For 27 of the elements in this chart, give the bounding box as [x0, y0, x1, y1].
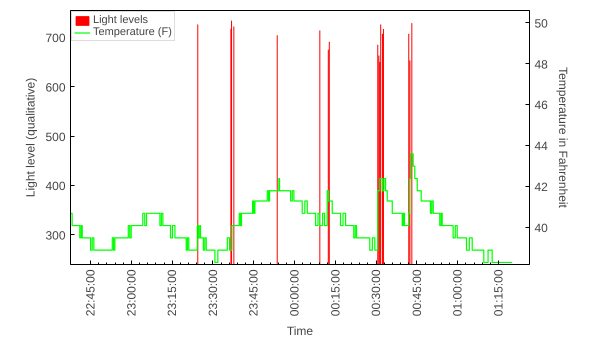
- y2-tick-label: 44: [534, 139, 548, 154]
- x-tick-label: 00:00:00: [288, 269, 302, 316]
- x-tick-label: 01:00:00: [450, 269, 465, 316]
- y2-tick-label: 48: [534, 57, 548, 72]
- y-tick-label: 600: [45, 80, 66, 94]
- x-tick-label: 01:15:00: [492, 269, 506, 316]
- x-tick-label: 23:30:00: [206, 269, 220, 316]
- x-tick-label: 23:15:00: [165, 269, 180, 316]
- x-axis-title: Time: [286, 324, 314, 338]
- y-tick-label: 700: [45, 31, 66, 46]
- legend-label: Temperature (F): [93, 26, 172, 38]
- y-tick-label: 400: [45, 179, 66, 194]
- y2-tick-label: 50: [534, 16, 548, 30]
- y-tick-label: 300: [45, 228, 66, 242]
- y-tick-label: 500: [45, 130, 66, 144]
- x-tick-label: 00:30:00: [369, 269, 384, 316]
- x-tick-label: 00:45:00: [410, 269, 424, 316]
- x-tick-label: 22:45:00: [84, 269, 98, 316]
- y2-tick-label: 40: [534, 221, 548, 236]
- y2-tick-label: 46: [534, 98, 548, 112]
- y2-axis-title: Temperature in Fahrenheit: [556, 67, 570, 209]
- y2-tick-label: 42: [534, 180, 548, 194]
- y-axis-title: Light level (qualitative): [23, 78, 38, 198]
- x-tick-label: 23:45:00: [246, 269, 261, 316]
- x-tick-label: 23:00:00: [124, 269, 138, 316]
- legend-label: Light levels: [93, 14, 148, 26]
- x-tick-label: 00:15:00: [328, 269, 342, 316]
